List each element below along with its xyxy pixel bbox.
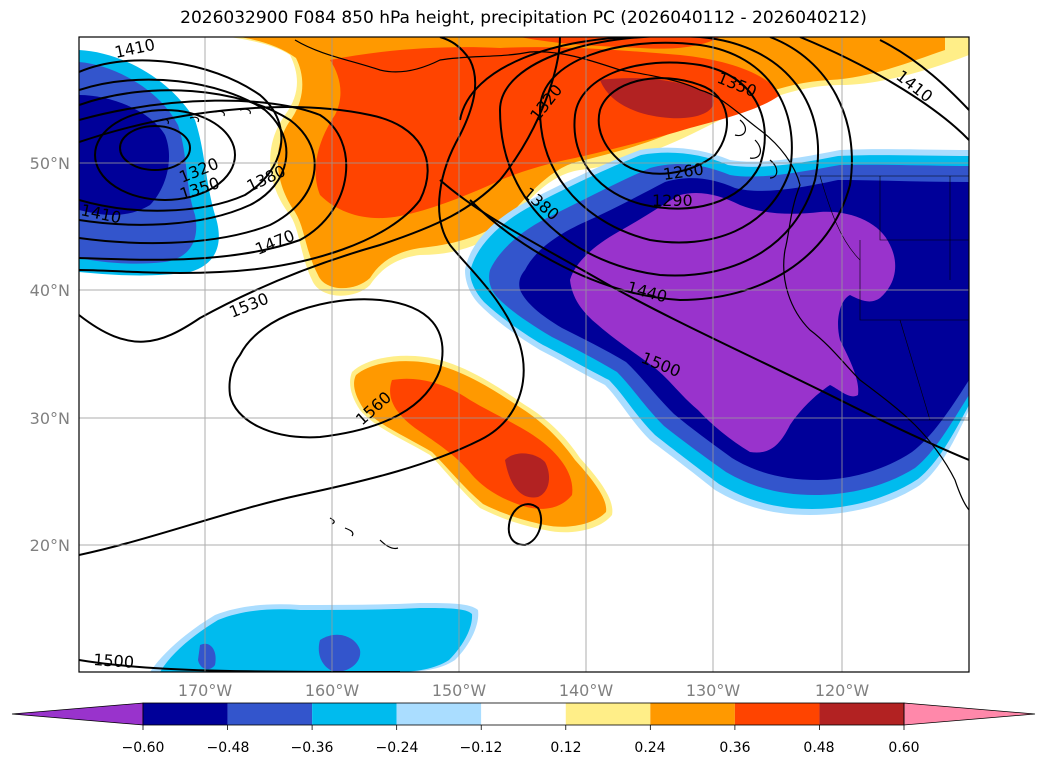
colorbar-cell bbox=[819, 703, 904, 725]
colorbar-tick: −0.12 bbox=[460, 740, 503, 756]
colorbar-tick-labels: −0.60 −0.48 −0.36 −0.24 −0.12 0.12 0.24 … bbox=[122, 740, 920, 756]
latitude-labels: 50°N 40°N 30°N 20°N bbox=[30, 154, 70, 555]
shading-south-negative bbox=[150, 603, 479, 672]
colorbar-tick: −0.24 bbox=[376, 740, 419, 756]
colorbar-tick: 0.60 bbox=[888, 740, 919, 756]
colorbar-cell bbox=[650, 703, 735, 725]
lon-label-150w: 150°W bbox=[432, 681, 487, 700]
colorbar-extend-low bbox=[11, 702, 144, 726]
contour-label: 1500 bbox=[93, 650, 135, 672]
colorbar-tick: −0.60 bbox=[122, 740, 165, 756]
shading-east-negative bbox=[465, 147, 969, 515]
colorbar-cell bbox=[312, 703, 397, 725]
colorbar-cell bbox=[227, 703, 313, 725]
colorbar-tick: 0.12 bbox=[550, 740, 581, 756]
colorbar-tick: 0.24 bbox=[634, 740, 665, 756]
figure-title: 2026032900 F084 850 hPa height, precipit… bbox=[180, 8, 867, 28]
colorbar-cell bbox=[143, 703, 228, 725]
map-plot-area: 1410 1320 1350 1380 1410 1470 1530 1560 … bbox=[79, 37, 969, 672]
plot-frame bbox=[78, 36, 970, 673]
lon-label-130w: 130°W bbox=[686, 681, 741, 700]
lat-label-20n: 20°N bbox=[30, 536, 70, 555]
colorbar-tick: −0.48 bbox=[207, 740, 250, 756]
lon-label-170w: 170°W bbox=[178, 681, 233, 700]
lat-label-30n: 30°N bbox=[30, 409, 70, 428]
longitude-labels: 170°W 160°W 150°W 140°W 130°W 120°W bbox=[178, 681, 870, 700]
contour-label: 1290 bbox=[652, 191, 693, 210]
lat-label-50n: 50°N bbox=[30, 154, 70, 173]
colorbar-tick: 0.48 bbox=[803, 740, 834, 756]
colorbar-cell bbox=[481, 703, 566, 725]
colorbar: −0.60 −0.48 −0.36 −0.24 −0.12 0.12 0.24 … bbox=[11, 702, 1036, 756]
colorbar-cell bbox=[565, 703, 651, 725]
borders bbox=[800, 175, 969, 421]
colorbar-cell bbox=[396, 703, 482, 725]
shading-north-positive bbox=[230, 37, 969, 296]
colorbar-cell bbox=[734, 703, 820, 725]
colorbar-tick: 0.36 bbox=[719, 740, 750, 756]
lat-label-40n: 40°N bbox=[30, 281, 70, 300]
colorbar-frame bbox=[142, 702, 905, 726]
lon-label-160w: 160°W bbox=[305, 681, 360, 700]
colorbar-extend-high bbox=[903, 702, 1036, 726]
colorbar-tick: −0.36 bbox=[291, 740, 334, 756]
colorbar-cells bbox=[11, 702, 1036, 730]
gridlines bbox=[79, 37, 969, 672]
lon-label-140w: 140°W bbox=[559, 681, 614, 700]
lon-label-120w: 120°W bbox=[815, 681, 870, 700]
